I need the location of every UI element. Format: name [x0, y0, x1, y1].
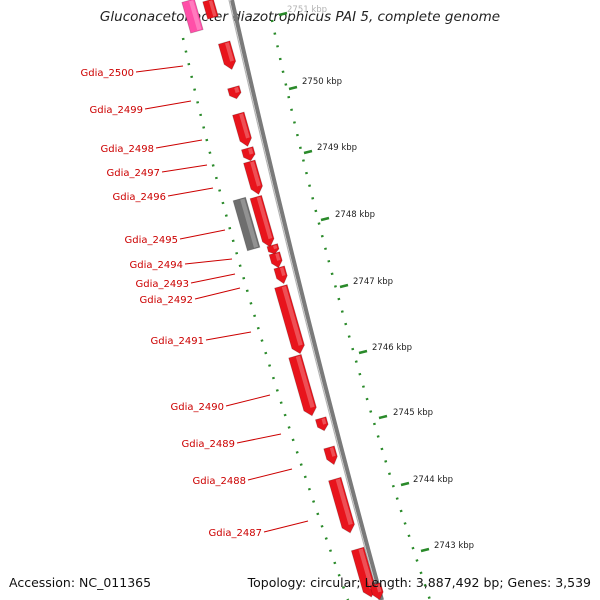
kbp-tick [420, 547, 430, 553]
gene-arrow-highlight [248, 147, 254, 155]
kbp-label: 2748 kbp [335, 210, 375, 220]
gene-arrow[interactable] [240, 146, 256, 163]
gene-arrow[interactable] [217, 40, 237, 71]
gene-arrow-highlight [239, 113, 250, 139]
gene-arrow-highlight [234, 86, 240, 94]
gene-leader-line [236, 433, 282, 444]
gene-arrow[interactable] [268, 251, 284, 269]
kbp-label: 2747 kbp [353, 277, 393, 287]
gene-label[interactable]: Gdia_2490 [171, 402, 224, 413]
gene-arrow-highlight [329, 447, 336, 457]
gene-label[interactable]: Gdia_2489 [182, 439, 235, 450]
kbp-tick [320, 216, 330, 222]
gene-arrow[interactable] [232, 196, 261, 252]
gene-arrow-highlight [275, 253, 281, 261]
gene-arrow-highlight [358, 548, 374, 590]
gene-label[interactable]: Gdia_2499 [90, 105, 143, 116]
gene-arrow-highlight [335, 478, 353, 526]
kbp-tick [400, 481, 410, 487]
gene-label[interactable]: Gdia_2495 [125, 235, 178, 246]
gene-leader-line [144, 100, 192, 110]
gene-arrow[interactable] [266, 243, 280, 256]
gene-label[interactable]: Gdia_2493 [136, 279, 189, 290]
kbp-label: 2746 kbp [372, 343, 412, 353]
gene-arrow[interactable] [202, 0, 219, 20]
inner-dotted-guide [181, 37, 350, 600]
gene-leader-line [263, 520, 309, 533]
gene-arrow-highlight [376, 584, 382, 593]
gene-label[interactable]: Gdia_2491 [151, 336, 204, 347]
gene-arrow[interactable] [323, 445, 340, 466]
gene-leader-line [179, 229, 226, 240]
gene-label[interactable]: Gdia_2500 [81, 68, 134, 79]
gene-arrow[interactable] [227, 85, 243, 101]
gene-label[interactable]: Gdia_2488 [193, 476, 246, 487]
gene-arrow[interactable] [181, 0, 204, 34]
gene-leader-line [161, 164, 208, 173]
gene-label[interactable]: Gdia_2498 [101, 144, 154, 155]
kbp-label: 2750 kbp [302, 77, 342, 87]
kbp-tick [278, 11, 288, 17]
kbp-tick [303, 149, 313, 155]
gene-arrow-highlight [256, 196, 273, 240]
gene-label[interactable]: Gdia_2487 [209, 528, 262, 539]
gene-arrow-highlight [321, 418, 327, 425]
kbp-label: 2743 kbp [434, 541, 474, 551]
gene-arrow-highlight [208, 0, 217, 17]
kbp-label: 2749 kbp [317, 143, 357, 153]
gene-arrow-highlight [273, 245, 278, 250]
gene-arrow-highlight [295, 355, 315, 408]
gene-leader-line [194, 287, 241, 300]
gene-leader-line [135, 65, 184, 73]
gene-leader-line [205, 331, 252, 341]
gene-arrow[interactable] [273, 265, 289, 285]
gene-label[interactable]: Gdia_2494 [130, 260, 183, 271]
gene-arrow-highlight [240, 198, 259, 248]
gene-label[interactable]: Gdia_2496 [113, 192, 166, 203]
gene-arrow[interactable] [328, 476, 357, 534]
gene-leader-line [247, 468, 293, 481]
kbp-label: 2751 kbp [287, 5, 327, 15]
gene-arrow-highlight [250, 161, 261, 187]
genome-backbone [230, 0, 384, 600]
kbp-label: 2744 kbp [413, 475, 453, 485]
gene-arrow-highlight [279, 267, 286, 277]
genome-summary: Topology: circular; Length: 3,887,492 bp… [247, 575, 591, 590]
kbp-tick [358, 349, 368, 355]
gene-arrow[interactable] [274, 284, 307, 356]
kbp-tick [288, 85, 298, 91]
gene-label[interactable]: Gdia_2492 [140, 295, 193, 306]
gene-leader-line [167, 187, 214, 197]
gene-leader-line [155, 139, 203, 149]
gene-arrow[interactable] [369, 582, 385, 600]
gene-label[interactable]: Gdia_2497 [107, 168, 160, 179]
kbp-tick [378, 414, 388, 420]
gene-arrow[interactable] [232, 111, 254, 148]
gene-arrow-highlight [224, 42, 234, 62]
gene-leader-line [184, 258, 233, 265]
kbp-tick [339, 283, 349, 289]
gene-arrow-highlight [281, 285, 303, 346]
kbp-label: 2745 kbp [393, 408, 433, 418]
gene-leader-line [190, 273, 236, 284]
accession-text: Accession: NC_011365 [9, 575, 152, 590]
gene-arrow[interactable] [314, 416, 329, 433]
gene-arrow[interactable] [243, 159, 265, 196]
gene-arrow[interactable] [288, 353, 319, 417]
gene-arrow-highlight [188, 0, 202, 31]
gene-leader-line [225, 394, 271, 407]
gene-arrow[interactable] [249, 194, 276, 248]
